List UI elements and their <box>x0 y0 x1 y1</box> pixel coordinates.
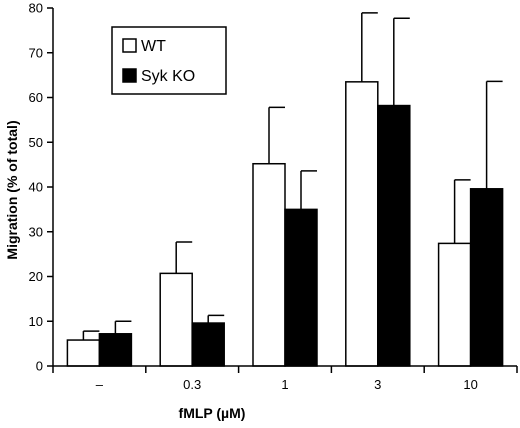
x-tick-label: – <box>96 377 104 392</box>
bar-syk-ko <box>284 208 318 367</box>
y-tick-label: 80 <box>29 1 43 16</box>
y-tick-label: 0 <box>36 359 43 374</box>
bar-wt <box>159 272 193 367</box>
y-tick-label: 60 <box>29 90 43 105</box>
error-bars-layer <box>82 12 503 341</box>
legend-label-wt: WT <box>141 38 166 55</box>
bar-syk-ko <box>191 322 225 367</box>
y-tick-label: 70 <box>29 45 43 60</box>
y-tick-label: 50 <box>29 135 43 150</box>
x-ticks: – 0.3 1 3 10 <box>52 366 518 392</box>
bar-syk-ko <box>377 104 411 367</box>
x-tick-label: 0.3 <box>183 377 201 392</box>
y-axis-title: Migration (% of total) <box>4 120 20 259</box>
legend-frame <box>111 26 227 95</box>
x-tick-label: 10 <box>463 377 477 392</box>
bar-wt <box>252 162 286 367</box>
x-tick-label: 1 <box>281 377 288 392</box>
bar-syk-ko <box>98 333 133 367</box>
legend-swatch-syk-ko <box>122 68 137 83</box>
x-tick-label: 3 <box>374 377 381 392</box>
y-tick-label: 10 <box>29 314 43 329</box>
legend: WT Syk KO <box>111 26 227 95</box>
bar-wt <box>437 242 472 367</box>
y-ticks: 0 10 20 30 40 50 60 70 80 <box>29 1 53 374</box>
y-tick-label: 30 <box>29 224 43 239</box>
bar-wt <box>345 81 379 367</box>
y-tick-label: 20 <box>29 269 43 284</box>
x-axis-title: fMLP (µM) <box>179 405 246 421</box>
y-tick-label: 40 <box>29 180 43 195</box>
bar-syk-ko <box>469 188 504 367</box>
bars-layer <box>66 81 504 367</box>
legend-label-syk-ko: Syk KO <box>141 68 195 85</box>
legend-swatch-wt <box>122 38 137 53</box>
bar-wt <box>66 339 101 367</box>
